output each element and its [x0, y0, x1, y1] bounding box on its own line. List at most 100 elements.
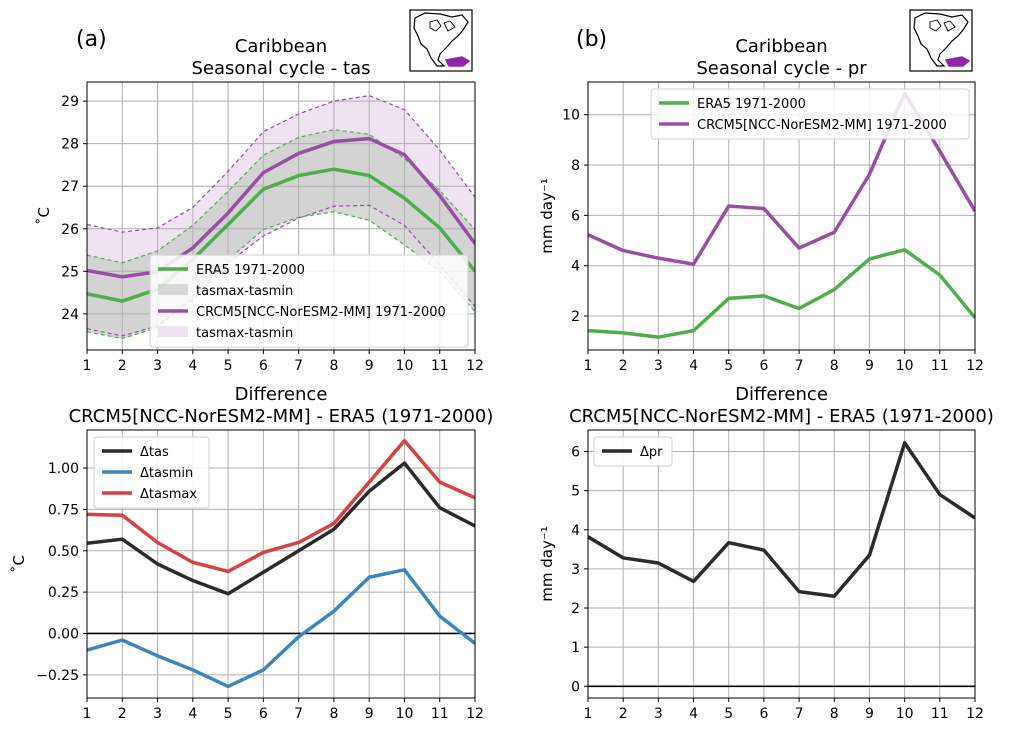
plot-content: [588, 430, 975, 698]
plot-content: [588, 82, 975, 350]
axes-frame: [86, 81, 476, 351]
y-axis-label: ˚C: [10, 555, 28, 573]
x-tick-label: 6: [759, 358, 768, 374]
y-tick-label: 0.50: [48, 544, 79, 560]
legend-label: Δtasmin: [140, 466, 193, 481]
x-tick-label: 2: [619, 358, 628, 374]
chart-title-line: CRCM5[NCC-NorESM2-MM] - ERA5 (1971-2000): [69, 406, 494, 427]
y-axis-label: mm day⁻¹: [538, 178, 556, 254]
x-tick-label: 10: [896, 706, 914, 722]
x-tick-label: 12: [466, 358, 484, 374]
y-tick-label: 0: [571, 679, 580, 695]
x-tick-label: 11: [931, 358, 949, 374]
legend-box: [93, 436, 210, 509]
x-tick-label: 2: [118, 358, 127, 374]
x-tick-label: 7: [795, 706, 804, 722]
axes-frame: [587, 429, 976, 699]
x-tick-label: 5: [724, 706, 733, 722]
x-tick-label: 3: [654, 706, 663, 722]
x-tick-label: 4: [689, 358, 698, 374]
y-tick-label: 24: [61, 307, 79, 323]
legend-box: [593, 436, 673, 467]
y-tick-label: 8: [571, 158, 580, 174]
y-tick-label: 2: [571, 601, 580, 617]
y-tick-label: 0.75: [48, 502, 79, 518]
panel-a-tag: (a): [76, 27, 107, 52]
x-tick-label: 7: [795, 358, 804, 374]
y-tick-label: 25: [61, 264, 79, 280]
legend: ERA5 1971-2000 CRCM5[NCC-NorESM2-MM] 1971…: [650, 88, 970, 140]
y-tick-label: 26: [61, 222, 79, 238]
region-map-inset-a: [409, 9, 473, 72]
panel-b-tag: (b): [576, 27, 607, 52]
x-tick-label: 5: [224, 358, 233, 374]
x-tick-label: 12: [466, 706, 484, 722]
x-tick-label: 10: [896, 358, 914, 374]
series-tasmax-line: [87, 94, 475, 233]
chart-title-line: Caribbean: [735, 36, 827, 57]
y-tick-label: 2: [571, 309, 580, 325]
x-tick-label: 3: [654, 358, 663, 374]
legend-label: tasmax-tasmin: [196, 284, 293, 299]
x-tick-label: 4: [188, 358, 197, 374]
series-line: [588, 441, 975, 599]
y-tick-label: −0.25: [36, 668, 79, 684]
x-tick-label: 6: [259, 706, 268, 722]
chart-title-line: Difference: [235, 384, 328, 405]
chart-title-line: Seasonal cycle - pr: [696, 58, 867, 79]
x-tick-label: 11: [931, 706, 949, 722]
y-tick-label: 0.25: [48, 585, 79, 601]
chart-title-line: Caribbean: [235, 36, 327, 57]
y-tick-label: 29: [61, 94, 79, 110]
x-tick-label: 1: [584, 358, 593, 374]
x-tick-label: 12: [966, 358, 984, 374]
x-tick-label: 9: [365, 358, 374, 374]
y-tick-label: 28: [61, 137, 79, 153]
chart-title-line: Seasonal cycle - tas: [191, 58, 370, 79]
x-tick-label: 10: [396, 706, 414, 722]
y-axis-label: ˚C: [35, 207, 53, 225]
legend-swatch-band: [158, 326, 188, 337]
x-tick-label: 6: [759, 706, 768, 722]
x-tick-label: 9: [865, 706, 874, 722]
y-tick-label: 1: [571, 640, 580, 656]
series-line: [87, 439, 475, 574]
axes-frame: [86, 429, 476, 699]
x-tick-label: 5: [224, 706, 233, 722]
x-tick-label: 10: [396, 358, 414, 374]
x-tick-label: 2: [118, 706, 127, 722]
y-tick-label: 27: [61, 179, 79, 195]
chart-title-line: CRCM5[NCC-NorESM2-MM] - ERA5 (1971-2000): [569, 406, 994, 427]
x-tick-label: 8: [830, 706, 839, 722]
x-tick-label: 4: [188, 706, 197, 722]
legend-label: ERA5 1971-2000: [196, 263, 305, 278]
x-tick-label: 9: [865, 358, 874, 374]
legend-label: CRCM5[NCC-NorESM2-MM] 1971-2000: [196, 305, 446, 320]
legend: Δtas Δtasmin Δtasmax: [93, 436, 210, 509]
x-tick-label: 1: [83, 706, 92, 722]
legend-label: Δtasmax: [140, 487, 197, 502]
legend-label: ERA5 1971-2000: [697, 97, 806, 112]
plot-area: [588, 430, 975, 698]
x-tick-label: 9: [365, 706, 374, 722]
legend-swatch-band: [158, 284, 188, 295]
y-axis-label: mm day⁻¹: [538, 526, 556, 602]
x-tick-label: 3: [153, 358, 162, 374]
legend: ERA5 1971-2000 tasmax-tasmin CRCM5[NCC-Nor…: [149, 254, 469, 348]
x-tick-label: 8: [329, 358, 338, 374]
x-tick-label: 6: [259, 358, 268, 374]
x-tick-label: 4: [689, 706, 698, 722]
x-tick-label: 11: [431, 706, 449, 722]
legend-label: Δtas: [140, 445, 169, 460]
x-tick-label: 3: [153, 706, 162, 722]
legend-label: Δpr: [640, 445, 663, 460]
y-tick-label: 3: [571, 562, 580, 578]
legend: Δpr: [593, 436, 673, 467]
legend-box: [650, 88, 970, 140]
series-line: [588, 248, 975, 339]
series-line: [87, 461, 475, 596]
y-tick-label: 5: [571, 484, 580, 500]
